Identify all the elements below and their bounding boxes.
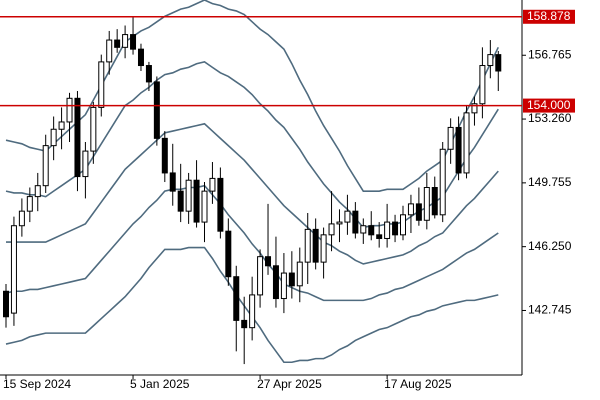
candle-body <box>209 177 216 192</box>
candle-body <box>360 225 367 234</box>
band-line <box>6 122 499 265</box>
candle-body <box>257 256 264 296</box>
candle-body <box>495 54 502 72</box>
candle-body <box>304 228 311 263</box>
candle-body <box>177 190 184 212</box>
price-label: 158.878 <box>527 9 571 23</box>
candle-body <box>328 223 335 236</box>
candle-body <box>368 225 375 236</box>
candle-body <box>193 179 200 223</box>
candle-body <box>145 65 152 83</box>
candle-body <box>487 54 494 67</box>
candle-body <box>312 228 319 263</box>
candle-body <box>130 34 137 50</box>
candle-body <box>58 121 65 130</box>
candle-body <box>217 177 224 232</box>
candle-body <box>233 276 240 321</box>
plot-area <box>3 0 502 365</box>
candle-body <box>439 148 446 216</box>
candle-body <box>352 210 359 234</box>
candle-body <box>18 210 25 227</box>
candle-body <box>98 61 105 108</box>
candle-body <box>106 39 113 63</box>
candle-body <box>384 221 391 239</box>
candle-body <box>169 172 176 192</box>
candle-body <box>344 210 351 223</box>
candle-body <box>122 34 129 48</box>
candle-body <box>423 187 430 221</box>
candle-body <box>82 150 89 178</box>
candle-body <box>455 126 462 174</box>
price-label-box <box>523 98 575 113</box>
candle-body <box>392 221 399 236</box>
candle-body <box>161 137 168 174</box>
candle-body <box>376 234 383 239</box>
candle-body <box>50 128 57 147</box>
candle-body <box>137 48 144 67</box>
y-tick-label: 149.755 <box>528 175 572 189</box>
band-line <box>5 0 499 192</box>
candle-body <box>471 103 478 114</box>
candle-body <box>288 272 295 287</box>
y-tick-label: 146.250 <box>528 239 572 253</box>
candle-body <box>320 234 327 263</box>
candle-body <box>407 203 414 216</box>
x-tick-label: 17 Aug 2025 <box>384 377 452 391</box>
candle-body <box>336 221 343 225</box>
candle-body <box>265 256 272 267</box>
candle-body <box>463 112 470 174</box>
candle-body <box>185 179 192 212</box>
candle-body <box>479 65 486 105</box>
candle-body <box>153 81 160 139</box>
price-label: 154.000 <box>527 98 571 112</box>
y-tick-label: 156.765 <box>528 47 572 61</box>
price-label-box <box>523 9 575 24</box>
candle-body <box>241 319 248 329</box>
candle-body <box>10 225 17 314</box>
candle-body <box>272 265 279 300</box>
candle-body <box>90 106 97 152</box>
candle-body <box>201 190 208 223</box>
y-tick-label: 153.260 <box>528 111 572 125</box>
x-tick-label: 5 Jan 2025 <box>130 377 190 391</box>
y-tick-label: 142.745 <box>528 303 572 317</box>
candle-body <box>3 290 9 318</box>
candle-body <box>225 230 232 278</box>
candle-body <box>431 187 438 216</box>
candle-body <box>280 272 287 300</box>
candle-body <box>42 145 49 187</box>
candle-body <box>415 203 422 221</box>
candle-body <box>34 185 41 198</box>
band-line <box>5 184 499 302</box>
candle-body <box>26 196 33 212</box>
candle-body <box>114 39 121 48</box>
candle-body <box>400 214 406 236</box>
candle-body <box>296 261 303 287</box>
candle-body <box>66 97 73 123</box>
candle-body <box>249 294 256 329</box>
x-tick-label: 27 Apr 2025 <box>257 377 322 391</box>
x-tick-label: 15 Sep 2024 <box>3 377 71 391</box>
candle-body <box>447 126 454 150</box>
candle-body <box>74 97 81 178</box>
